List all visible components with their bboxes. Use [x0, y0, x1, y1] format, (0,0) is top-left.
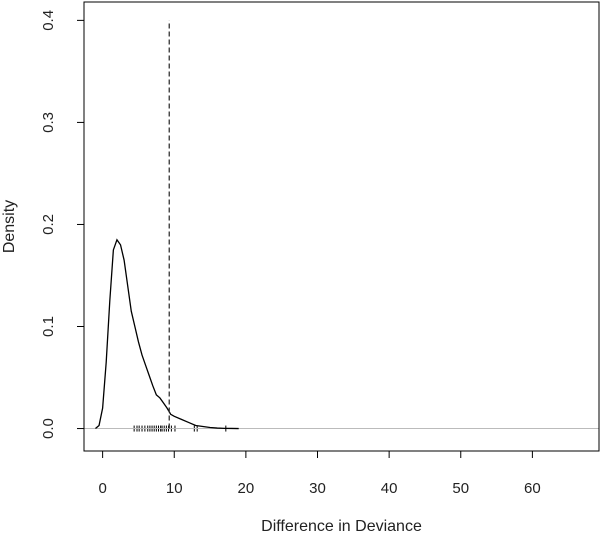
density-curve [95, 238, 239, 430]
x-tick-label: 10 [166, 480, 183, 497]
x-tick-label: 0 [98, 480, 106, 497]
x-axis: 0 10 20 30 40 50 60 [98, 450, 541, 497]
y-tick-label: 0.2 [40, 214, 57, 235]
y-axis: 0.0 0.1 0.2 0.3 0.4 [40, 10, 85, 439]
y-axis-label: Density [1, 200, 18, 253]
y-tick-label: 0.1 [40, 316, 57, 337]
y-tick-label: 0.4 [40, 10, 57, 31]
x-tick-label: 50 [452, 480, 469, 497]
x-tick-label: 60 [524, 480, 541, 497]
y-tick-label: 0.3 [40, 112, 57, 133]
x-axis-label: Difference in Deviance [261, 518, 422, 535]
plot-frame [83, 1, 600, 452]
x-tick-label: 40 [381, 480, 398, 497]
x-tick-label: 30 [309, 480, 326, 497]
y-tick-label: 0.0 [40, 418, 57, 439]
x-tick-label: 20 [238, 480, 255, 497]
